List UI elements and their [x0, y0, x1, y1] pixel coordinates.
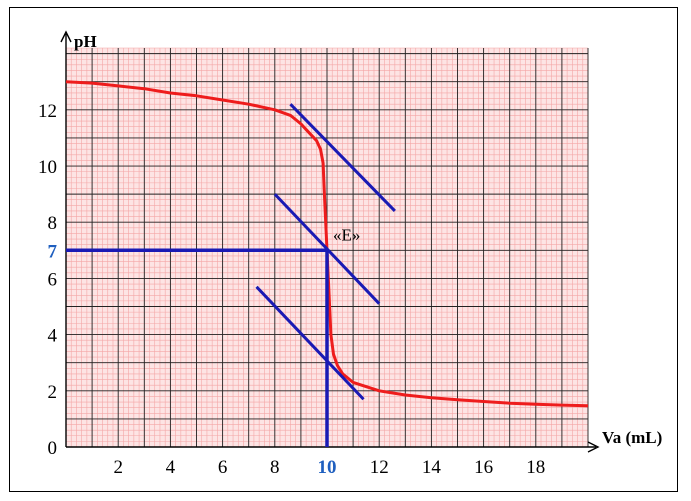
- x-tick-label: 6: [218, 457, 228, 478]
- y-tick-label: 10: [38, 157, 57, 178]
- x-tick-label-equivalence: 10: [318, 457, 337, 478]
- titration-chart: «E» 0 2 4 6 8 10 12 7 2 4 6 8 10 12 14 16 18 pH Va (mL): [38, 30, 662, 478]
- y-axis-label: pH: [74, 32, 97, 51]
- x-tick-label: 16: [474, 457, 493, 478]
- chart-frame: «E» 0 2 4 6 8 10 12 7 2 4 6 8 10 12 14 16 18 pH Va (mL): [9, 7, 678, 492]
- x-tick-label: 14: [422, 457, 442, 478]
- y-tick-label: 6: [48, 269, 58, 290]
- x-axis-arrow: [587, 441, 600, 453]
- y-tick-label: 12: [38, 101, 57, 122]
- y-tick-label: 4: [48, 326, 58, 347]
- y-tick-label: 0: [48, 438, 58, 459]
- y-tick-label-equivalence: 7: [48, 241, 58, 262]
- x-axis-label: Va (mL): [602, 428, 662, 447]
- x-tick-label: 8: [270, 457, 280, 478]
- y-tick-label: 2: [48, 382, 58, 403]
- x-tick-label: 2: [113, 457, 123, 478]
- x-tick-label: 4: [166, 457, 176, 478]
- x-tick-label: 18: [526, 457, 545, 478]
- tangent-line-3: [255, 285, 365, 401]
- equivalence-point-label: «E»: [333, 225, 360, 244]
- tangent-line-1: [289, 103, 396, 213]
- y-axis-arrow: [60, 30, 72, 43]
- titration-curve: [65, 80, 589, 408]
- y-tick-label: 8: [48, 213, 58, 234]
- x-tick-label: 12: [370, 457, 389, 478]
